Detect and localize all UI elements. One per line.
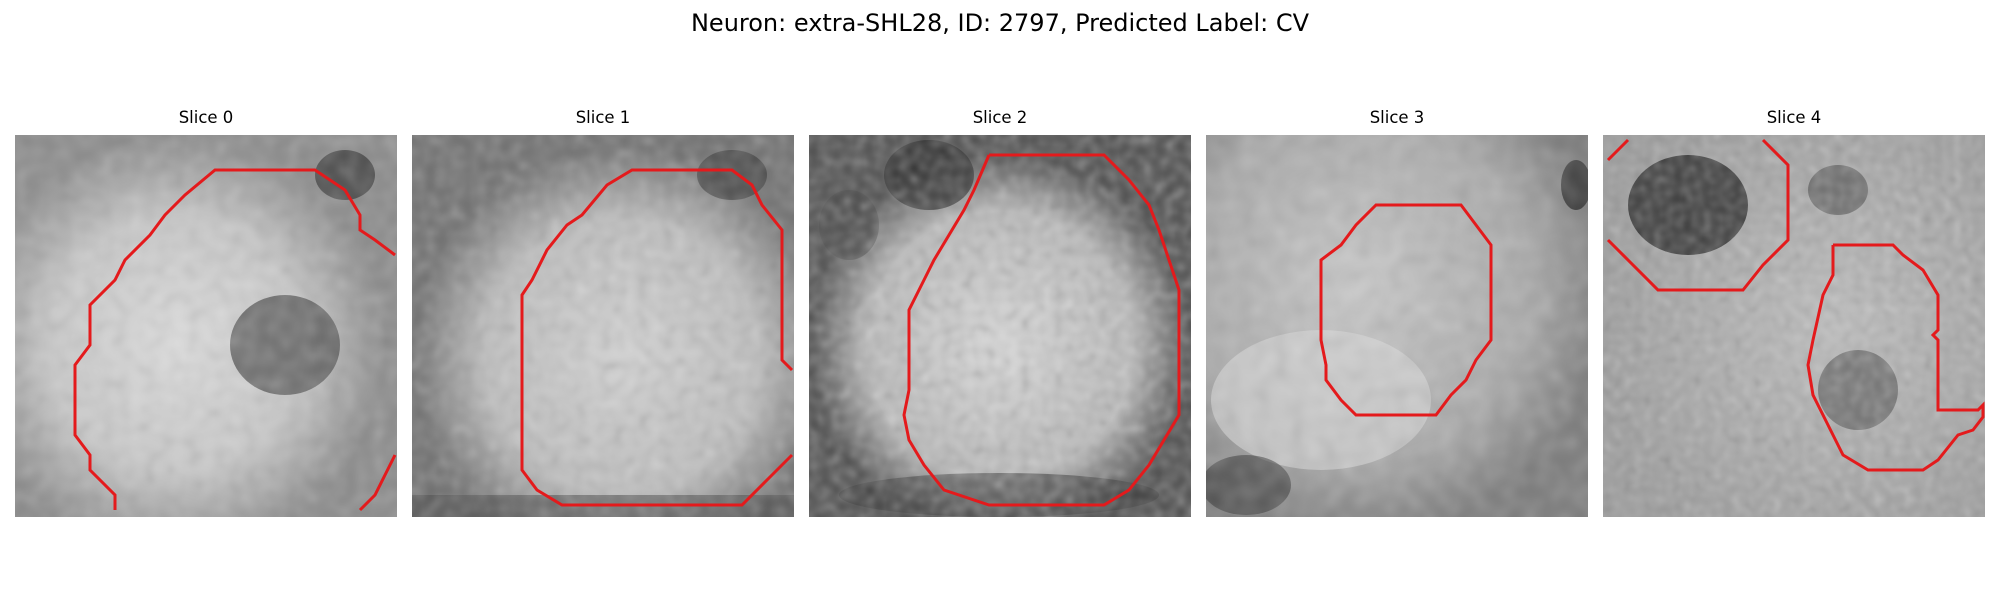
slice-title-2: Slice 2: [972, 108, 1028, 127]
roi-contour-1: [520, 168, 794, 507]
slice-title-3: Slice 3: [1369, 108, 1425, 127]
slice-image-3: [1206, 135, 1588, 517]
roi-contour-0: [73, 168, 396, 510]
slice-image-2: [809, 135, 1191, 517]
roi-contour-4b: [1606, 138, 1790, 292]
slice-title-4: Slice 4: [1766, 108, 1822, 127]
slice-image-1: [412, 135, 794, 517]
roi-contour-3: [1319, 203, 1493, 417]
roi-contour-2: [902, 153, 1181, 507]
roi-contour-4c: [1806, 243, 1985, 472]
roi-contour-4a: [1606, 138, 1630, 162]
slice-image-0: [15, 135, 397, 517]
slice-title-1: Slice 1: [575, 108, 631, 127]
slice-image-4: [1603, 135, 1985, 517]
roi-contour-0b: [358, 454, 397, 512]
figure-title: Neuron: extra-SHL28, ID: 2797, Predicted…: [690, 9, 1310, 37]
slice-title-0: Slice 0: [178, 108, 234, 127]
